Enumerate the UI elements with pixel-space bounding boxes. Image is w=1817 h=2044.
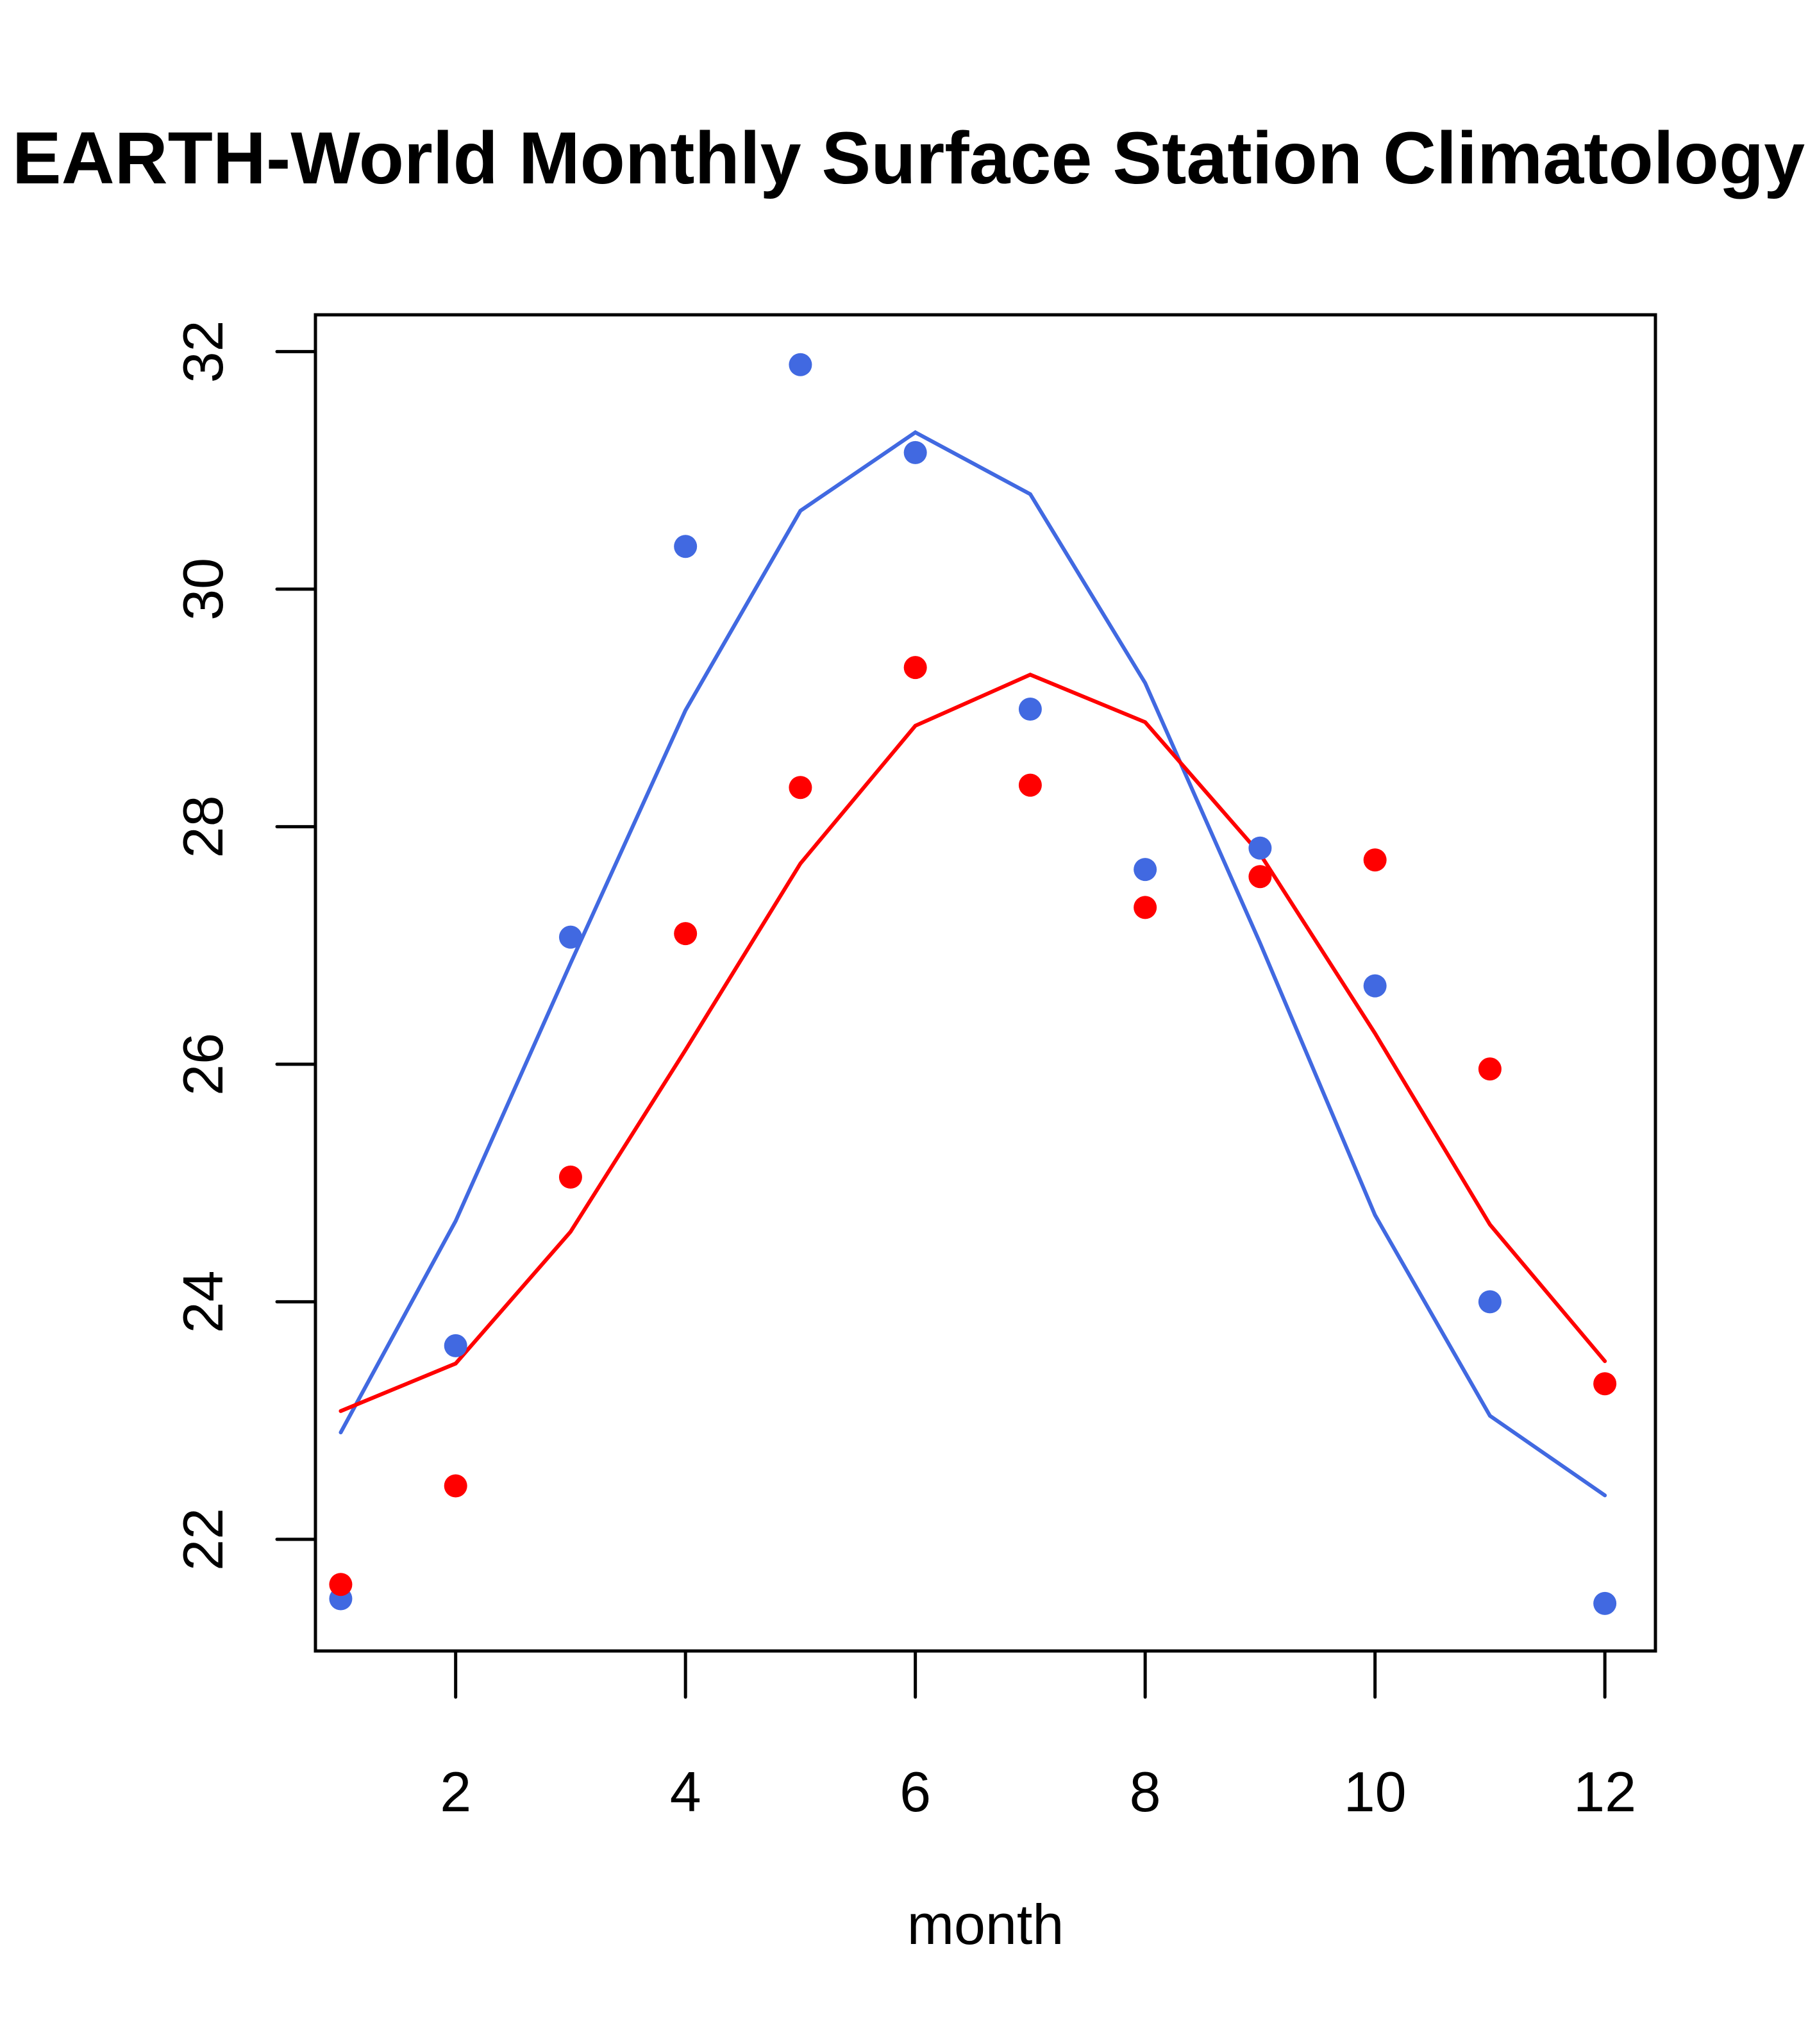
blue-point-7: [1018, 698, 1042, 721]
y-axis: 22 24 26 28 30 32: [171, 320, 317, 1571]
blue-point-12: [1593, 1591, 1617, 1615]
y-tick-label-26: 26: [171, 1033, 235, 1096]
plot-area: [314, 313, 1657, 1653]
red-point-11: [1478, 1057, 1502, 1081]
red-point-7: [1018, 773, 1042, 797]
x-axis-label: month: [907, 1893, 1064, 1956]
x-tick-label-8: 8: [1130, 1760, 1161, 1823]
chart-title: EARTH-World Monthly Surface Station Clim…: [12, 117, 1805, 199]
red-line: [339, 673, 1607, 1413]
red-point-8: [1134, 896, 1157, 919]
blue-point-6: [903, 440, 927, 464]
y-tick-label-24: 24: [171, 1270, 235, 1333]
x-tick-label-4: 4: [670, 1760, 701, 1823]
blue-point-3: [558, 925, 582, 949]
red-point-10: [1363, 848, 1387, 872]
blue-point-2: [444, 1334, 467, 1357]
red-point-6: [903, 656, 927, 680]
x-tick-label-2: 2: [440, 1760, 471, 1823]
x-tick-label-12: 12: [1573, 1760, 1636, 1823]
x-tick-label-6: 6: [900, 1760, 931, 1823]
blue-point-5: [789, 353, 812, 376]
blue-line: [339, 430, 1607, 1498]
blue-point-9: [1248, 836, 1272, 860]
series-lines: [339, 430, 1607, 1498]
red-point-5: [789, 776, 812, 800]
y-tick-label-22: 22: [171, 1508, 235, 1571]
blue-point-8: [1134, 858, 1157, 882]
y-tick-label-32: 32: [171, 320, 235, 383]
plot-frame: [314, 313, 1657, 1653]
x-axis: 2 4 6 8 10 12: [440, 1649, 1636, 1823]
red-point-2: [444, 1474, 467, 1498]
red-point-1: [329, 1573, 353, 1596]
blue-point-11: [1478, 1290, 1502, 1314]
red-point-3: [558, 1165, 582, 1189]
x-tick-label-10: 10: [1344, 1760, 1407, 1823]
y-tick-label-30: 30: [171, 558, 235, 621]
series-points: [329, 353, 1617, 1615]
blue-point-4: [674, 535, 698, 558]
red-point-4: [674, 922, 698, 946]
red-point-12: [1593, 1372, 1617, 1396]
red-point-9: [1248, 865, 1272, 889]
y-tick-label-28: 28: [171, 795, 235, 858]
blue-point-10: [1363, 974, 1387, 998]
